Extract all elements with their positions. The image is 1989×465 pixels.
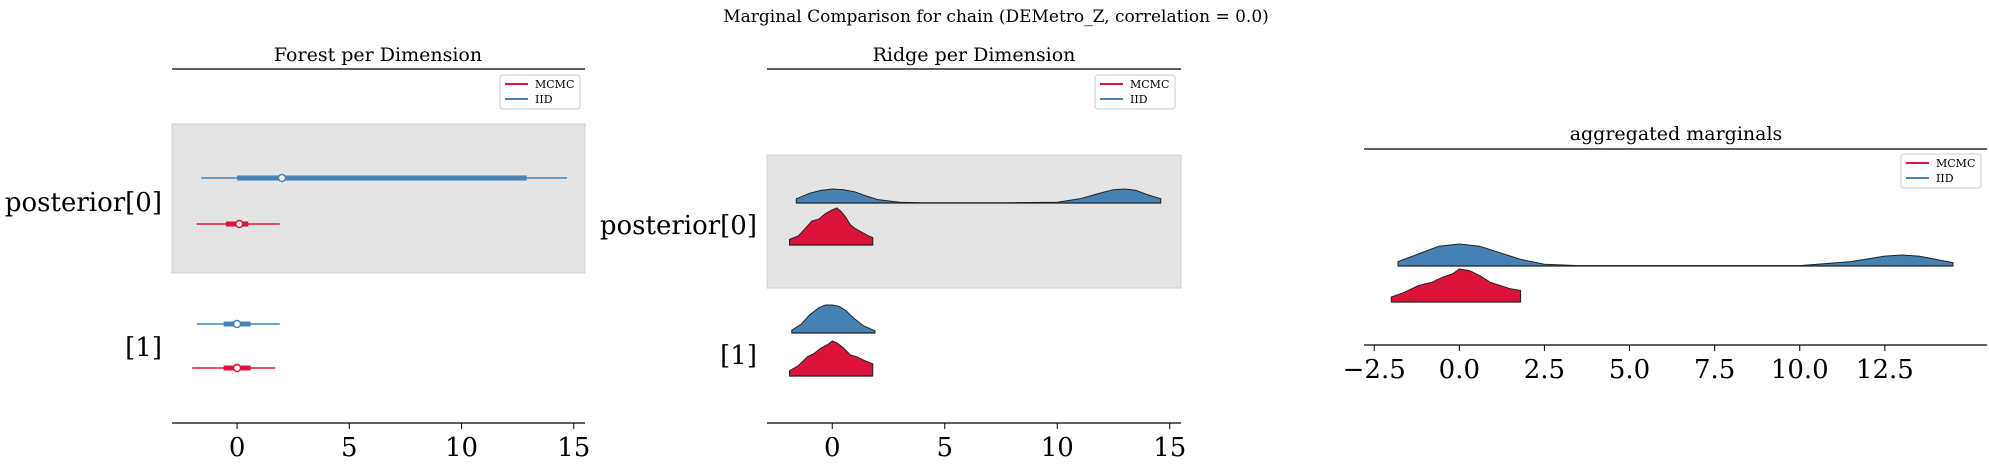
ridge-iid-dim1-fill — [792, 305, 875, 333]
aggregated-tick-label: 5.0 — [1609, 355, 1650, 385]
aggregated-title: aggregated marginals — [1570, 123, 1783, 145]
ridge-tick-label: 10 — [1041, 433, 1074, 463]
forest-ylabel-dim0: posterior[0] — [5, 188, 162, 218]
aggregated-tick-label: 7.5 — [1694, 355, 1735, 385]
ridge-panel: Ridge per Dimension posterior[0] [1] 0 5 1… — [600, 44, 1186, 463]
forest-x-ticks: 0 5 10 15 — [229, 423, 591, 463]
ridge-x-ticks: 0 5 10 15 — [824, 423, 1186, 463]
ridge-legend: MCMC IID — [1095, 75, 1175, 109]
forest-ylabel-dim1: [1] — [125, 333, 162, 363]
forest-legend-iid-label: IID — [535, 93, 553, 106]
aggregated-x-ticks: −2.5 0.0 2.5 5.0 7.5 10.0 12.5 — [1343, 345, 1914, 385]
ridge-tick-label: 15 — [1153, 433, 1186, 463]
forest-shade-dim0 — [172, 124, 585, 273]
forest-iid-dim0-mean-point — [278, 175, 285, 182]
forest-tick-label: 5 — [341, 433, 358, 463]
aggregated-mcmc-fill — [1391, 269, 1520, 302]
forest-legend: MCMC IID — [500, 75, 580, 109]
aggregated-iid-fill — [1398, 244, 1953, 266]
aggregated-tick-label: 10.0 — [1771, 355, 1829, 385]
aggregated-legend-mcmc-label: MCMC — [1936, 157, 1975, 170]
forest-legend-mcmc-label: MCMC — [535, 78, 574, 91]
aggregated-tick-label: 12.5 — [1856, 355, 1914, 385]
aggregated-panel: aggregated marginals −2.5 0.0 2.5 5.0 7.5 10.… — [1343, 123, 1987, 385]
aggregated-marks — [1391, 244, 1953, 302]
ridge-tick-label: 0 — [824, 433, 841, 463]
forest-mcmc-dim1-mean-point — [234, 365, 241, 372]
ridge-ylabel-dim1: [1] — [720, 341, 757, 371]
aggregated-tick-label: −2.5 — [1343, 355, 1406, 385]
forest-title: Forest per Dimension — [274, 44, 482, 66]
ridge-ylabel-dim0: posterior[0] — [600, 211, 757, 241]
aggregated-legend: MCMC IID — [1901, 154, 1981, 188]
ridge-title: Ridge per Dimension — [873, 44, 1076, 66]
forest-tick-label: 15 — [557, 433, 590, 463]
forest-tick-label: 0 — [229, 433, 246, 463]
ridge-legend-mcmc-label: MCMC — [1130, 78, 1169, 91]
aggregated-tick-label: 2.5 — [1524, 355, 1565, 385]
forest-mcmc-dim0-mean-point — [236, 221, 243, 228]
aggregated-legend-iid-label: IID — [1936, 172, 1954, 185]
ridge-legend-iid-label: IID — [1130, 93, 1148, 106]
figure-suptitle: Marginal Comparison for chain (DEMetro_Z… — [723, 7, 1269, 27]
forest-iid-dim1-mean-point — [234, 321, 241, 328]
aggregated-tick-label: 0.0 — [1439, 355, 1480, 385]
forest-tick-label: 10 — [445, 433, 478, 463]
ridge-mcmc-dim1-fill — [790, 341, 873, 376]
forest-panel: Forest per Dimension posterior[0] [1] 0 5… — [5, 44, 590, 463]
ridge-tick-label: 5 — [936, 433, 953, 463]
